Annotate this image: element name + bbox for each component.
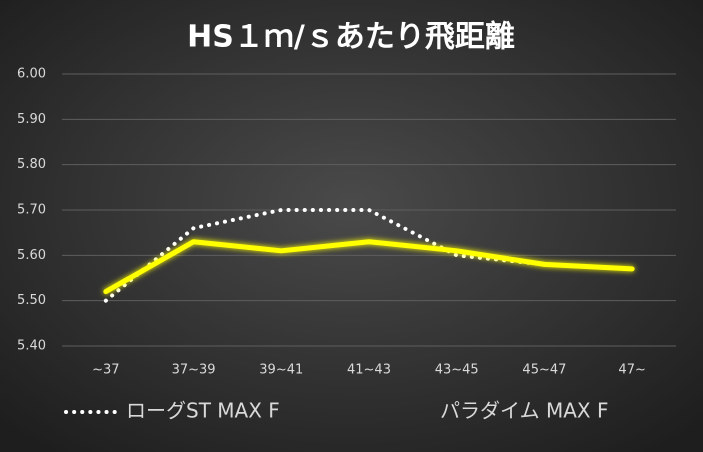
y-tick-label: 5.70	[17, 203, 46, 218]
x-tick-label: 39~41	[259, 363, 303, 378]
x-tick-label: 43~45	[435, 363, 479, 378]
x-tick-label: ~37	[92, 363, 119, 378]
legend-label: パラダイム MAX F	[440, 399, 608, 423]
chart-title: HS１ｍ/ｓあたり飛距離	[187, 20, 515, 55]
x-tick-label: 37~39	[172, 363, 216, 378]
y-tick-label: 5.50	[17, 293, 46, 308]
legend-label: ローグST MAX F	[126, 399, 280, 423]
y-tick-label: 5.40	[17, 339, 46, 354]
x-tick-label: 45~47	[522, 363, 566, 378]
series-line	[103, 239, 635, 295]
x-tick-label: 41~43	[347, 363, 391, 378]
y-tick-label: 6.00	[17, 67, 46, 82]
y-tick-label: 5.90	[17, 112, 46, 127]
y-tick-label: 5.60	[17, 248, 46, 263]
y-tick-label: 5.80	[17, 157, 46, 172]
x-tick-label: 47~	[618, 363, 645, 378]
